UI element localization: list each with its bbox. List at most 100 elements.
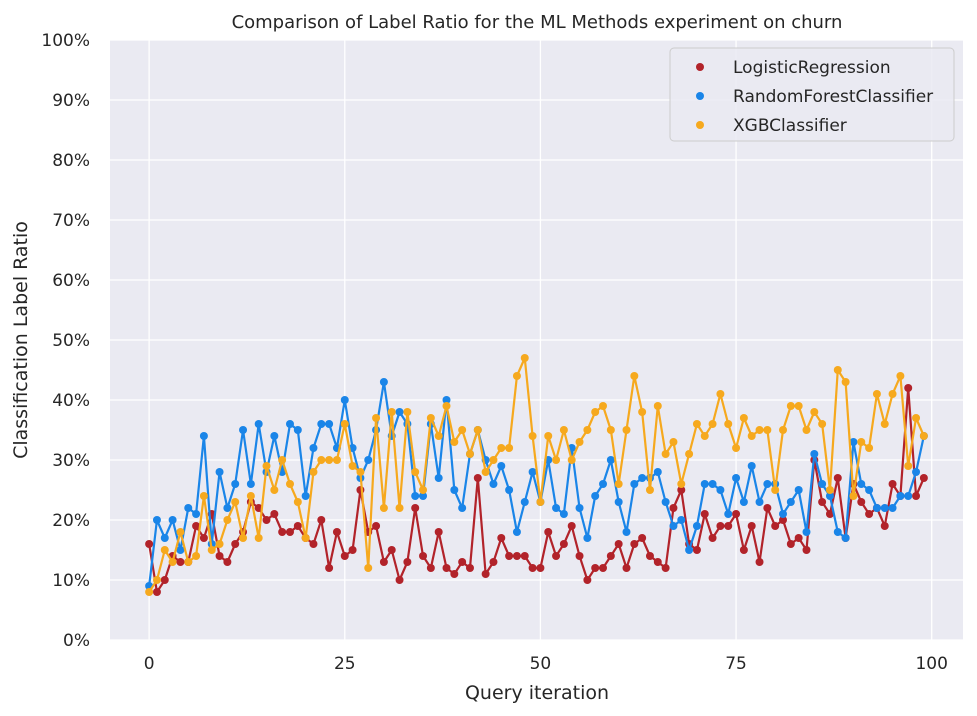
data-point [262, 462, 271, 470]
data-point [278, 456, 287, 464]
legend-entry[interactable]: LogisticRegression [733, 58, 891, 78]
data-point [896, 372, 905, 380]
data-point [653, 402, 662, 410]
data-point [223, 504, 232, 512]
data-point [489, 480, 498, 488]
data-point [364, 456, 373, 464]
data-point [912, 468, 921, 476]
data-point [919, 432, 928, 440]
data-point [520, 354, 529, 362]
data-point [614, 498, 623, 506]
data-point [450, 486, 459, 494]
data-point [622, 528, 631, 536]
data-point [411, 492, 420, 500]
data-point [325, 564, 334, 572]
data-point [364, 564, 373, 572]
data-point [833, 474, 842, 482]
data-point [411, 504, 420, 512]
data-point [794, 402, 803, 410]
data-point [888, 390, 897, 398]
data-point [199, 432, 208, 440]
data-point [332, 528, 341, 536]
data-point [763, 426, 772, 434]
data-point [442, 402, 451, 410]
data-point [285, 480, 294, 488]
data-point [763, 480, 772, 488]
data-point [473, 474, 482, 482]
data-point [802, 546, 811, 554]
data-point [348, 546, 357, 554]
data-point [379, 558, 388, 566]
data-point [653, 468, 662, 476]
y-tick-label: 20% [52, 511, 90, 531]
data-point [419, 492, 428, 500]
data-point [575, 438, 584, 446]
data-point [497, 444, 506, 452]
data-point [231, 540, 240, 548]
x-tick-label: 50 [530, 654, 552, 674]
data-point [325, 456, 334, 464]
series-LogisticRegression [145, 384, 928, 596]
data-point [904, 462, 913, 470]
data-point [450, 438, 459, 446]
data-point [317, 456, 326, 464]
data-point [786, 402, 795, 410]
data-point [379, 378, 388, 386]
data-point [818, 420, 827, 428]
data-point [223, 516, 232, 524]
legend[interactable]: LogisticRegression RandomForestClassifier… [669, 47, 955, 142]
data-point [591, 408, 600, 416]
legend-entry[interactable]: XGBClassifier [733, 116, 847, 136]
data-point [755, 426, 764, 434]
data-point [669, 504, 678, 512]
data-point [559, 540, 568, 548]
data-point [614, 540, 623, 548]
data-point [865, 444, 874, 452]
data-point [700, 480, 709, 488]
data-point [747, 432, 756, 440]
data-point [638, 474, 647, 482]
data-point [716, 522, 725, 530]
data-point [747, 522, 756, 530]
data-point [348, 462, 357, 470]
data-point [653, 558, 662, 566]
data-point [857, 498, 866, 506]
data-point [583, 576, 592, 584]
data-point [184, 558, 193, 566]
data-point [152, 516, 161, 524]
data-point [880, 522, 889, 530]
x-tick-label: 0 [144, 654, 155, 674]
data-point [786, 540, 795, 548]
data-point [262, 516, 271, 524]
data-point [818, 498, 827, 506]
data-point [301, 492, 310, 500]
data-point [606, 456, 615, 464]
y-tick-label: 80% [52, 151, 90, 171]
legend-marker [696, 121, 704, 129]
data-point [755, 498, 764, 506]
data-point [160, 534, 169, 542]
data-point [465, 450, 474, 458]
data-point [254, 420, 263, 428]
data-point [771, 486, 780, 494]
data-point [505, 444, 514, 452]
data-point [434, 474, 443, 482]
data-point [215, 552, 224, 560]
legend-marker [696, 92, 704, 100]
data-point [599, 402, 608, 410]
data-point [160, 576, 169, 584]
data-point [779, 510, 788, 518]
data-point [372, 414, 381, 422]
data-point [481, 468, 490, 476]
data-point [231, 480, 240, 488]
legend-entry[interactable]: RandomForestClassifier [733, 87, 933, 107]
data-point [458, 426, 467, 434]
data-point [465, 564, 474, 572]
data-point [536, 564, 545, 572]
data-point [888, 504, 897, 512]
data-point [552, 504, 561, 512]
data-point [825, 486, 834, 494]
data-point [865, 510, 874, 518]
data-point [340, 552, 349, 560]
data-point [786, 498, 795, 506]
